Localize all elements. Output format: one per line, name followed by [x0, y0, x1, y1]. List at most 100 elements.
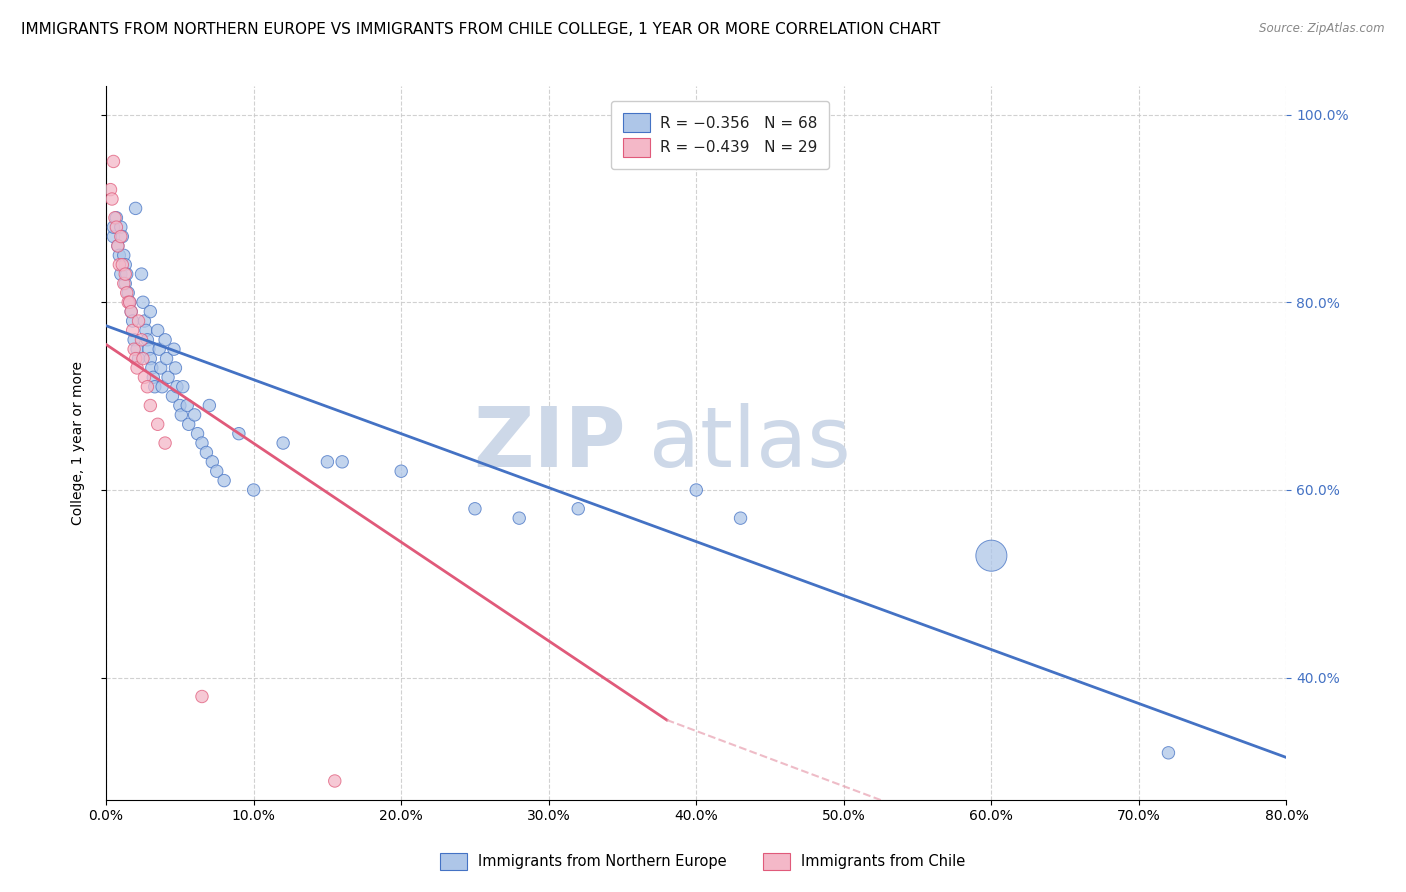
- Point: [115, 285, 138, 300]
- Point: [166, 380, 188, 394]
- Point: [105, 220, 128, 235]
- Point: [149, 361, 172, 376]
- Point: [103, 154, 125, 169]
- Point: [124, 351, 146, 366]
- Point: [131, 333, 153, 347]
- Point: [114, 267, 136, 281]
- Point: [105, 211, 128, 225]
- Point: [153, 436, 176, 450]
- Point: [685, 483, 707, 497]
- Point: [183, 408, 205, 422]
- Point: [125, 342, 148, 356]
- Point: [228, 426, 250, 441]
- Point: [330, 455, 353, 469]
- Point: [141, 361, 163, 376]
- Point: [110, 267, 132, 281]
- Point: [120, 304, 142, 318]
- Point: [131, 267, 153, 281]
- Point: [134, 370, 156, 384]
- Point: [389, 464, 412, 478]
- Text: ZIP: ZIP: [472, 402, 626, 483]
- Point: [115, 267, 138, 281]
- Legend: Immigrants from Northern Europe, Immigrants from Chile: Immigrants from Northern Europe, Immigra…: [434, 847, 972, 876]
- Point: [111, 229, 134, 244]
- Point: [104, 211, 127, 225]
- Point: [187, 426, 209, 441]
- Point: [101, 192, 124, 206]
- Point: [242, 483, 264, 497]
- Point: [128, 314, 150, 328]
- Point: [103, 220, 125, 235]
- Point: [162, 389, 184, 403]
- Point: [107, 239, 129, 253]
- Point: [124, 202, 146, 216]
- Point: [120, 304, 142, 318]
- Point: [148, 342, 170, 356]
- Y-axis label: College, 1 year or more: College, 1 year or more: [72, 361, 86, 525]
- Point: [153, 333, 176, 347]
- Point: [112, 248, 135, 262]
- Point: [135, 323, 157, 337]
- Point: [125, 361, 148, 376]
- Point: [122, 333, 145, 347]
- Point: [155, 351, 177, 366]
- Point: [108, 258, 131, 272]
- Point: [118, 295, 141, 310]
- Point: [567, 501, 589, 516]
- Point: [139, 304, 162, 318]
- Point: [110, 220, 132, 235]
- Point: [143, 380, 166, 394]
- Point: [117, 295, 139, 310]
- Point: [114, 258, 136, 272]
- Point: [191, 436, 214, 450]
- Point: [212, 474, 235, 488]
- Point: [142, 370, 165, 384]
- Point: [121, 323, 143, 337]
- Point: [201, 455, 224, 469]
- Point: [111, 258, 134, 272]
- Point: [316, 455, 339, 469]
- Point: [146, 323, 169, 337]
- Legend: R = −0.356   N = 68, R = −0.439   N = 29: R = −0.356 N = 68, R = −0.439 N = 29: [610, 101, 830, 169]
- Point: [139, 399, 162, 413]
- Point: [112, 277, 135, 291]
- Point: [121, 314, 143, 328]
- Text: Source: ZipAtlas.com: Source: ZipAtlas.com: [1260, 22, 1385, 36]
- Point: [132, 351, 155, 366]
- Point: [132, 295, 155, 310]
- Point: [110, 229, 132, 244]
- Point: [100, 183, 122, 197]
- Point: [139, 351, 162, 366]
- Text: atlas: atlas: [650, 402, 851, 483]
- Point: [195, 445, 218, 459]
- Point: [176, 399, 198, 413]
- Point: [108, 248, 131, 262]
- Point: [464, 501, 486, 516]
- Point: [114, 277, 136, 291]
- Point: [136, 333, 159, 347]
- Point: [134, 314, 156, 328]
- Point: [177, 417, 200, 432]
- Point: [122, 342, 145, 356]
- Point: [980, 549, 1002, 563]
- Point: [198, 399, 221, 413]
- Text: IMMIGRANTS FROM NORTHERN EUROPE VS IMMIGRANTS FROM CHILE COLLEGE, 1 YEAR OR MORE: IMMIGRANTS FROM NORTHERN EUROPE VS IMMIG…: [21, 22, 941, 37]
- Point: [117, 285, 139, 300]
- Point: [157, 370, 180, 384]
- Point: [191, 690, 214, 704]
- Point: [128, 351, 150, 366]
- Point: [163, 342, 186, 356]
- Point: [205, 464, 228, 478]
- Point: [170, 408, 193, 422]
- Point: [146, 417, 169, 432]
- Point: [730, 511, 752, 525]
- Point: [138, 342, 160, 356]
- Point: [271, 436, 294, 450]
- Point: [1157, 746, 1180, 760]
- Point: [118, 295, 141, 310]
- Point: [165, 361, 187, 376]
- Point: [103, 229, 125, 244]
- Point: [136, 380, 159, 394]
- Point: [107, 239, 129, 253]
- Point: [150, 380, 173, 394]
